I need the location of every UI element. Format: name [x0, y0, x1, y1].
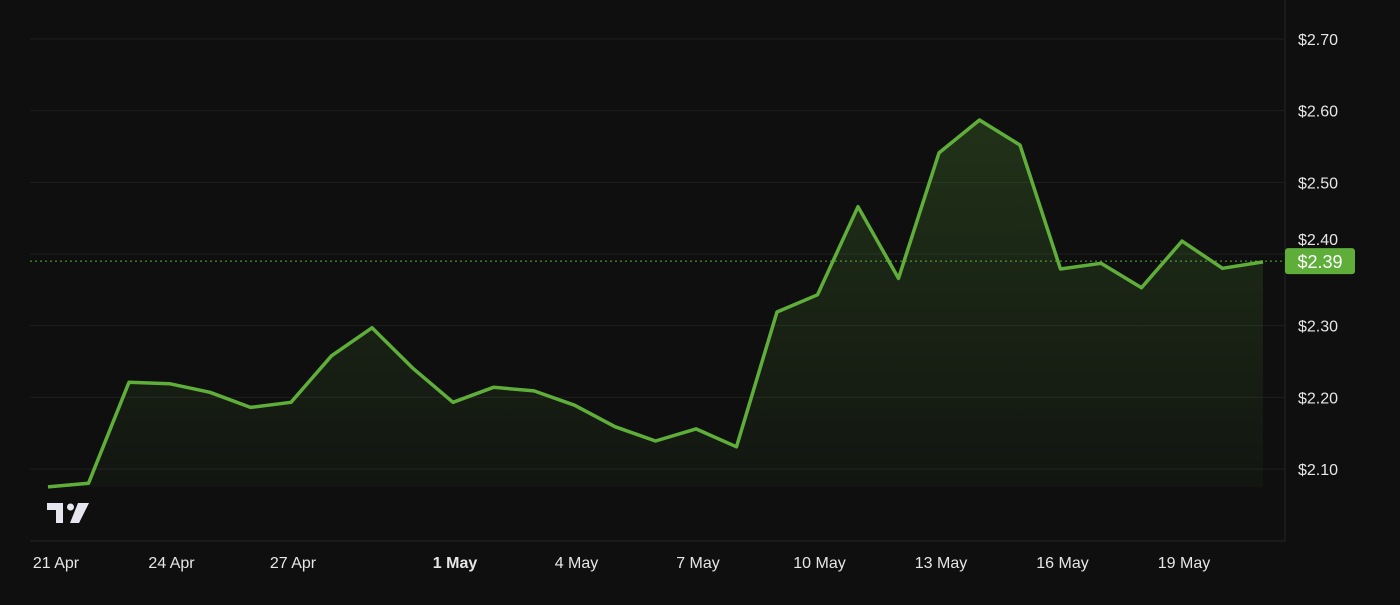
last-price-label: $2.39 [1297, 252, 1342, 272]
x-tick-label: 21 Apr [33, 555, 80, 572]
tradingview-logo [47, 503, 89, 523]
y-tick-label: $2.10 [1298, 462, 1338, 479]
x-tick-label: 27 Apr [270, 555, 317, 572]
x-tick-label: 16 May [1036, 555, 1088, 572]
x-tick-label: 19 May [1158, 555, 1210, 572]
y-tick-label: $2.60 [1298, 104, 1338, 121]
price-area [48, 120, 1263, 487]
x-tick-label: 7 May [676, 555, 720, 572]
x-tick-label: 4 May [555, 555, 599, 572]
x-tick-label: 13 May [915, 555, 967, 572]
y-tick-label: $2.50 [1298, 175, 1338, 192]
y-tick-label: $2.20 [1298, 390, 1338, 407]
y-tick-label: $2.70 [1298, 32, 1338, 49]
y-tick-label: $2.40 [1298, 232, 1338, 249]
x-tick-label: 24 Apr [148, 555, 195, 572]
y-tick-label: $2.30 [1298, 319, 1338, 336]
last-price-badge: $2.39 [1285, 248, 1355, 275]
x-tick-label: 1 May [433, 555, 478, 572]
x-tick-label: 10 May [793, 555, 845, 572]
